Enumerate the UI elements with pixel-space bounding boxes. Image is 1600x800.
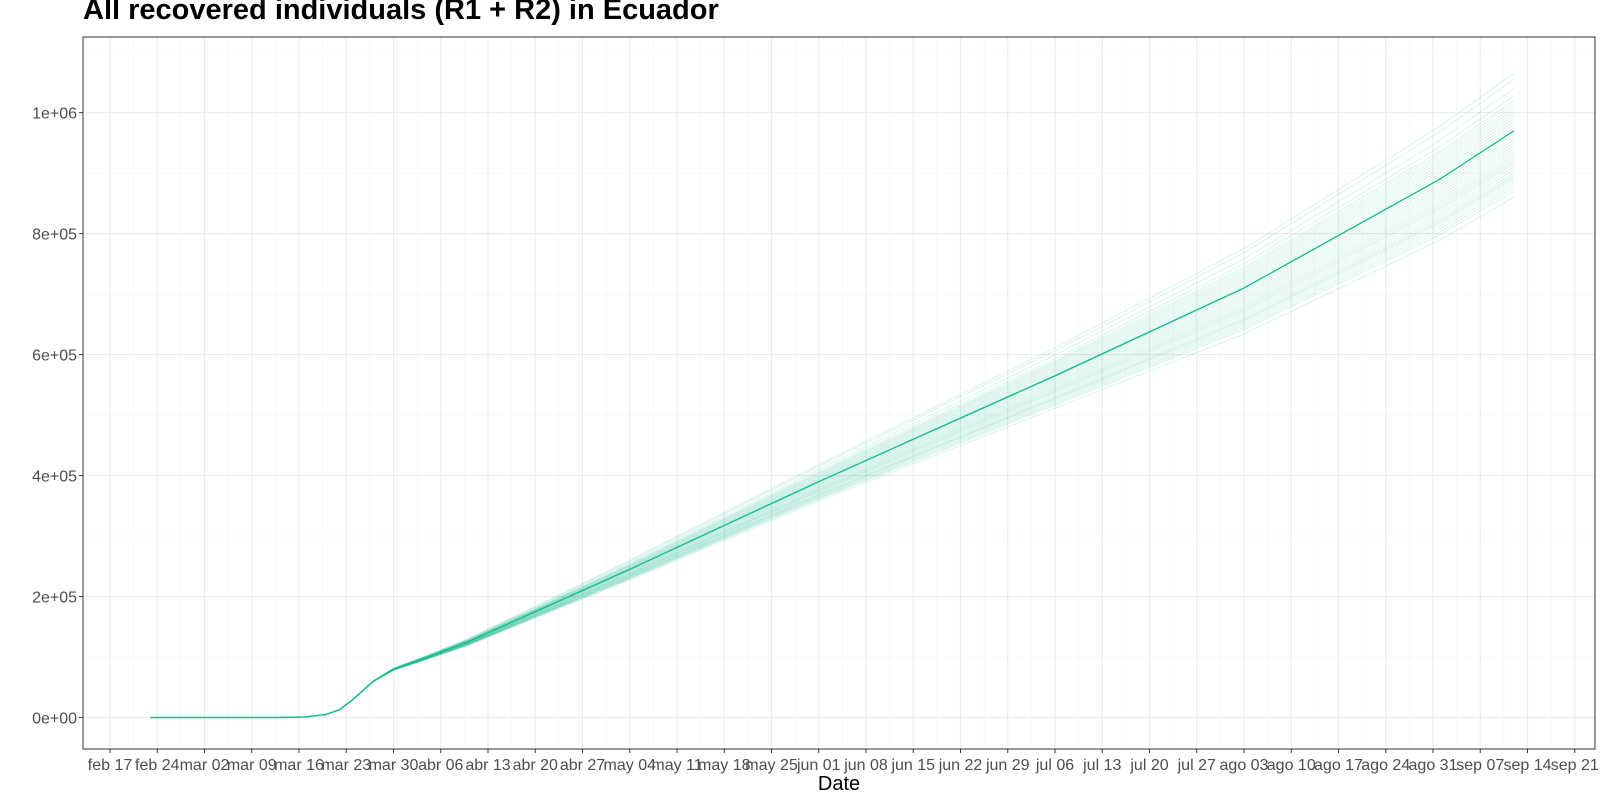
x-tick-label: may 25: [745, 757, 798, 774]
x-tick-label: may 18: [698, 757, 751, 774]
y-tick-label: 0e+00: [32, 711, 77, 728]
y-tick-label: 2e+05: [32, 590, 77, 607]
plot-border: [82, 36, 1596, 750]
x-tick-label: sep 07: [1456, 757, 1504, 774]
x-tick-label: jun 08: [843, 757, 888, 774]
y-tick-label: 4e+05: [32, 469, 77, 486]
x-tick-label: may 04: [604, 757, 657, 774]
x-tick-label: ago 24: [1361, 757, 1410, 774]
x-tick-label: jun 29: [985, 757, 1030, 774]
x-tick-label: mar 02: [180, 757, 230, 774]
x-tick-label: abr 27: [560, 757, 605, 774]
x-tick-label: mar 23: [321, 757, 371, 774]
x-tick-label: jul 06: [1035, 757, 1074, 774]
x-tick-label: abr 20: [513, 757, 558, 774]
x-tick-label: may 11: [651, 757, 702, 774]
x-tick-label: jul 20: [1129, 757, 1168, 774]
x-tick-label: jul 13: [1082, 757, 1121, 774]
y-tick-label: 1e+06: [32, 106, 77, 123]
y-tick-label: 8e+05: [32, 227, 77, 244]
x-tick-label: jul 27: [1177, 757, 1216, 774]
x-tick-label: mar 30: [369, 757, 419, 774]
x-axis-title: Date: [818, 773, 860, 795]
x-tick-label: mar 16: [274, 757, 324, 774]
grid-major: [83, 37, 1595, 749]
x-tick-label: sep 21: [1551, 757, 1599, 774]
x-tick-label: jun 22: [938, 757, 983, 774]
median-line: [150, 130, 1515, 719]
x-tick-label: ago 17: [1314, 757, 1363, 774]
x-tick-label: sep 14: [1503, 757, 1551, 774]
x-tick-label: feb 17: [88, 757, 133, 774]
grid-minor: [83, 37, 1595, 749]
chart-title: All recovered individuals (R1 + R2) in E…: [83, 0, 719, 26]
x-tick-label: abr 06: [418, 757, 463, 774]
x-tick-label: ago 31: [1409, 757, 1458, 774]
y-tick-label: 6e+05: [32, 348, 77, 365]
plot-panel: [83, 37, 1595, 749]
x-tick-label: ago 03: [1220, 757, 1269, 774]
x-tick-label: abr 13: [465, 757, 510, 774]
x-tick-label: feb 24: [135, 757, 180, 774]
median-line-path: [150, 130, 1515, 719]
x-tick-label: mar 09: [227, 757, 277, 774]
x-tick-label: jun 15: [890, 757, 935, 774]
x-tick-label: ago 10: [1267, 757, 1316, 774]
x-tick-label: jun 01: [796, 757, 841, 774]
y-axis: 0e+00 2e+05 4e+05 6e+05 8e+05 1e+06: [32, 106, 83, 728]
